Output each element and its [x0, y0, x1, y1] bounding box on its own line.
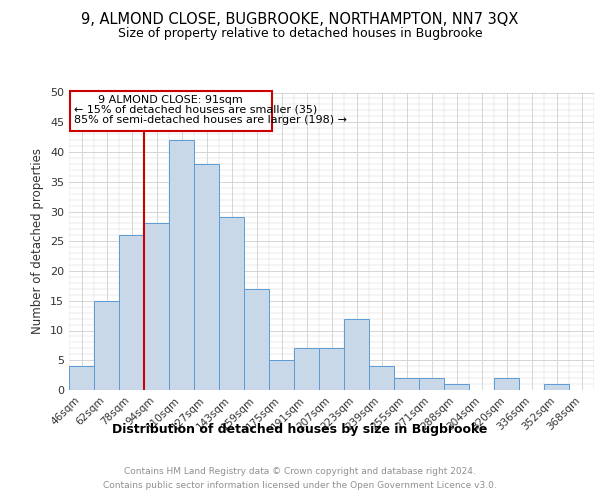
Text: Distribution of detached houses by size in Bugbrooke: Distribution of detached houses by size … [112, 422, 488, 436]
Bar [269, 360, 294, 390]
Y-axis label: Number of detached properties: Number of detached properties [31, 148, 44, 334]
Bar [169, 140, 194, 390]
Bar [244, 289, 269, 390]
Text: ← 15% of detached houses are smaller (35): ← 15% of detached houses are smaller (35… [74, 104, 317, 115]
Bar [319, 348, 344, 390]
Bar [94, 300, 119, 390]
Bar [344, 318, 369, 390]
Text: Size of property relative to detached houses in Bugbrooke: Size of property relative to detached ho… [118, 28, 482, 40]
Bar [119, 236, 144, 390]
Text: 85% of semi-detached houses are larger (198) →: 85% of semi-detached houses are larger (… [74, 115, 347, 125]
Bar [69, 366, 94, 390]
Text: Contains public sector information licensed under the Open Government Licence v3: Contains public sector information licen… [103, 481, 497, 490]
Bar [144, 224, 169, 390]
Bar [494, 378, 519, 390]
FancyBboxPatch shape [70, 92, 271, 131]
Bar [544, 384, 569, 390]
Bar [444, 384, 469, 390]
Bar [394, 378, 419, 390]
Bar [419, 378, 444, 390]
Text: 9, ALMOND CLOSE, BUGBROOKE, NORTHAMPTON, NN7 3QX: 9, ALMOND CLOSE, BUGBROOKE, NORTHAMPTON,… [82, 12, 518, 28]
Text: Contains HM Land Registry data © Crown copyright and database right 2024.: Contains HM Land Registry data © Crown c… [124, 468, 476, 476]
Bar [219, 218, 244, 390]
Text: 9 ALMOND CLOSE: 91sqm: 9 ALMOND CLOSE: 91sqm [98, 96, 243, 106]
Bar [194, 164, 219, 390]
Bar [294, 348, 319, 390]
Bar [369, 366, 394, 390]
